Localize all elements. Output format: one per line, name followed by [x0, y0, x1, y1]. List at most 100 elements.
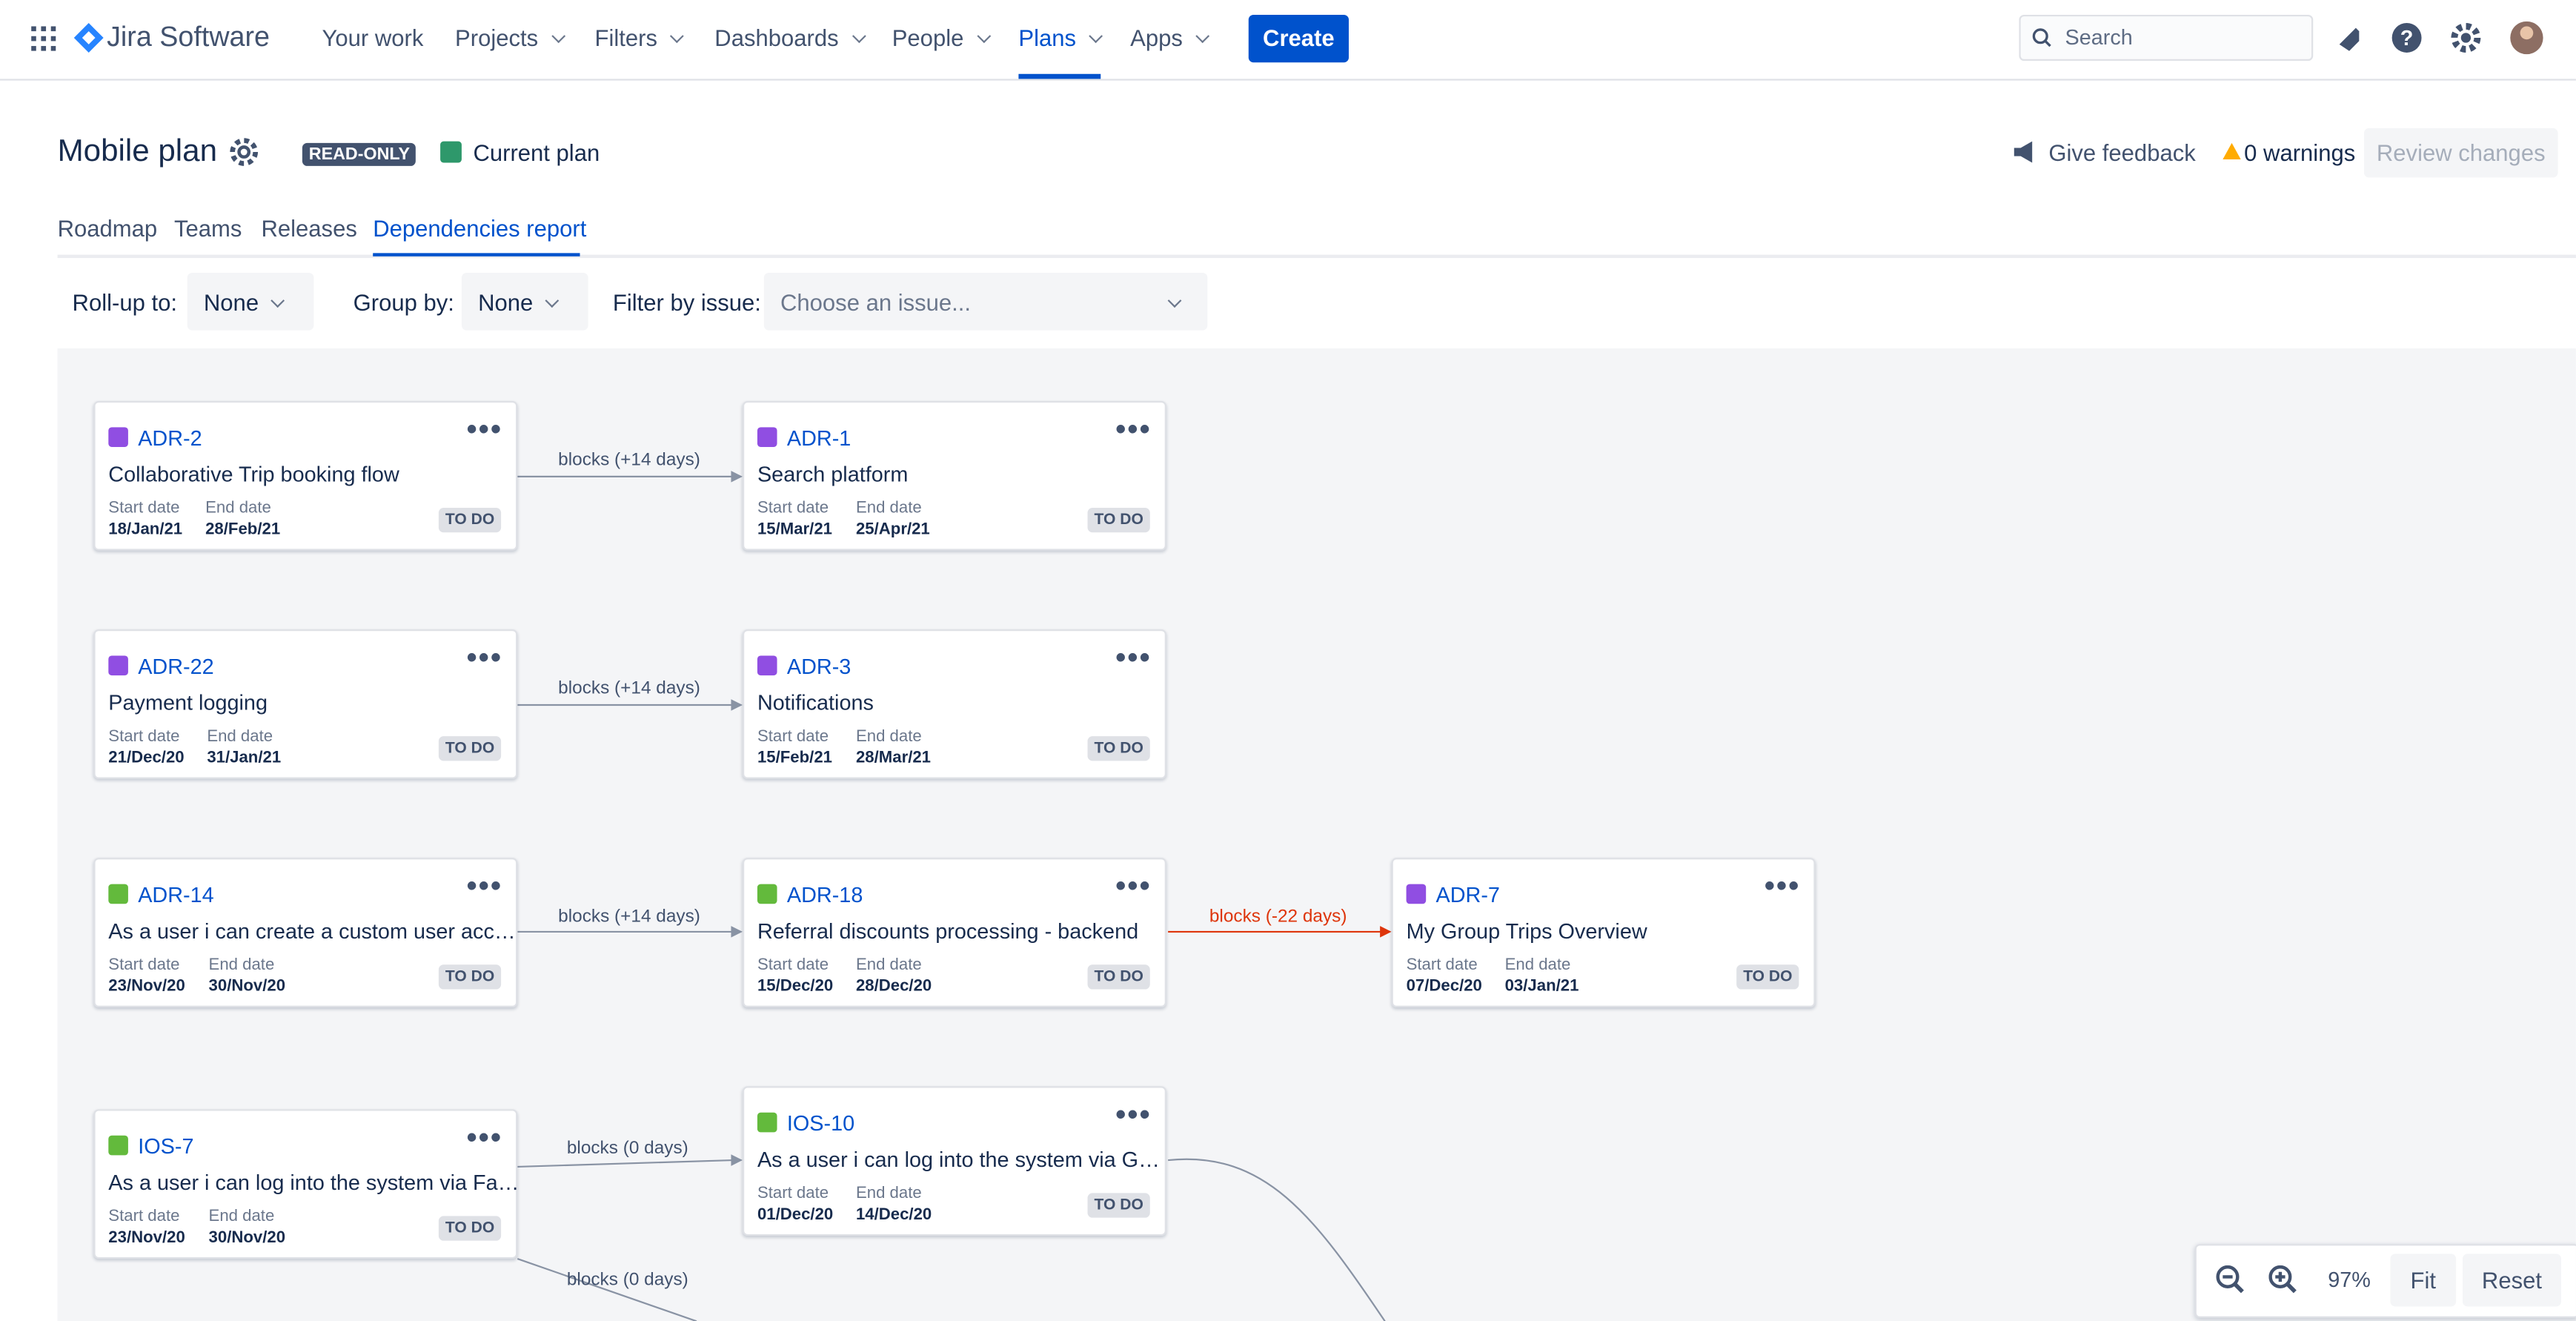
issue-summary: Referral discounts processing - backend [757, 918, 1139, 944]
end-label: End date [855, 956, 922, 975]
issue-card[interactable]: IOS-7 ••• As a user i can log into the sys… [93, 1109, 519, 1259]
end-date: 28/Feb/21 [205, 520, 281, 540]
status-lozenge: TO DO [439, 1216, 502, 1241]
issue-key[interactable]: ADR-1 [786, 426, 852, 451]
issue-type-icon [108, 1135, 128, 1156]
give-feedback[interactable]: Give feedback [2048, 139, 2196, 166]
more-actions[interactable]: ••• [1115, 640, 1152, 674]
more-actions[interactable]: ••• [1764, 869, 1801, 903]
more-actions[interactable]: ••• [1115, 869, 1152, 903]
start-label: Start date [108, 1208, 180, 1226]
reset-button[interactable]: Reset [2462, 1254, 2561, 1307]
issue-summary: Notifications [757, 690, 874, 715]
issue-summary: As a user i can create a custom user acc… [108, 918, 516, 944]
end-date: 30/Nov/20 [208, 977, 286, 996]
issue-summary: As a user i can log into the system via … [108, 1170, 519, 1195]
start-label: Start date [1406, 956, 1478, 975]
jira-logo [73, 23, 104, 53]
plan-scenario[interactable]: Current plan [473, 139, 600, 166]
issue-key[interactable]: IOS-10 [786, 1110, 855, 1136]
zoom-out[interactable] [2216, 1265, 2245, 1295]
nav-item[interactable]: Dashboards [714, 24, 863, 50]
more-actions[interactable]: ••• [1115, 412, 1152, 446]
issue-card[interactable]: ADR-3 ••• Notifications Start date 15/Feb/21… [742, 629, 1166, 779]
issue-type-icon [108, 427, 128, 447]
issue-card[interactable]: ADR-18 ••• Referral discounts processing -… [742, 858, 1166, 1007]
review-changes[interactable]: Review changes [2363, 128, 2558, 178]
plan-title: Mobile plan [57, 134, 217, 170]
nav-icons[interactable]: ? [2333, 21, 2546, 58]
issue-select[interactable]: Choose an issue... [763, 272, 1208, 331]
edge-arrow [731, 926, 743, 938]
tab[interactable]: Roadmap [57, 215, 158, 242]
app-switcher[interactable] [31, 26, 56, 51]
active-indicator [1018, 73, 1101, 79]
issue-summary: My Group Trips Overview [1406, 918, 1647, 944]
nav-item[interactable]: Apps [1130, 24, 1207, 50]
zoom-controls: 97% Fit Reset [2194, 1244, 2576, 1318]
end-label: End date [208, 1208, 275, 1226]
create-button[interactable]: Create [1248, 14, 1349, 63]
issue-key[interactable]: IOS-7 [138, 1133, 194, 1159]
issue-card[interactable]: ADR-1 ••• Search platform Start date 15/Mar/… [742, 400, 1166, 551]
product-name[interactable]: Jira Software [107, 21, 270, 53]
more-actions[interactable]: ••• [466, 1120, 503, 1154]
issue-type-icon [757, 1112, 777, 1133]
issue-key[interactable]: ADR-18 [786, 882, 863, 907]
nav-item[interactable]: Your work [322, 24, 424, 51]
issue-label: Filter by issue: [612, 289, 761, 316]
more-actions[interactable]: ••• [466, 869, 503, 903]
issue-key[interactable]: ADR-2 [138, 426, 202, 451]
issue-type-icon [757, 884, 777, 904]
edge-line [517, 1258, 697, 1321]
tab[interactable]: Dependencies report [373, 215, 587, 242]
group-select[interactable]: None [461, 272, 588, 331]
issue-key[interactable]: ADR-7 [1435, 882, 1500, 907]
active-tab-indicator [373, 253, 580, 256]
start-date: 07/Dec/20 [1406, 977, 1482, 996]
issue-card[interactable]: ADR-22 ••• Payment logging Start date 21/Dec… [93, 629, 518, 779]
status-lozenge: TO DO [439, 507, 502, 533]
edge-label: blocks (0 days) [567, 1270, 688, 1290]
search-box[interactable]: Search [2019, 14, 2314, 62]
more-actions[interactable]: ••• [1115, 1097, 1152, 1131]
issue-key[interactable]: ADR-14 [138, 882, 214, 907]
issue-card[interactable]: IOS-10 ••• As a user i can log into the sy… [742, 1086, 1166, 1236]
start-date: 18/Jan/21 [108, 520, 183, 540]
warnings[interactable]: 0 warnings [2244, 139, 2356, 166]
issue-card[interactable]: ADR-7 ••• My Group Trips Overview Start dat… [1391, 858, 1816, 1007]
feedback-icon [2014, 141, 2033, 163]
zoom-in[interactable] [2268, 1265, 2298, 1295]
nav-item[interactable]: Projects [455, 24, 562, 50]
svg-text:?: ? [2400, 27, 2414, 50]
nav-item[interactable]: Filters [594, 24, 682, 50]
end-date: 28/Dec/20 [855, 977, 932, 996]
end-date: 31/Jan/21 [207, 749, 282, 768]
issue-summary: Collaborative Trip booking flow [108, 461, 399, 487]
issue-key[interactable]: ADR-22 [138, 654, 214, 679]
nav-item[interactable]: Plans [1018, 24, 1101, 50]
read-only-badge: READ-ONLY [302, 142, 416, 166]
rollup-select[interactable]: None [187, 272, 314, 331]
status-lozenge: TO DO [439, 964, 502, 990]
plan-settings[interactable] [228, 136, 259, 168]
plan-color [440, 141, 462, 163]
issue-card[interactable]: ADR-2 ••• Collaborative Trip booking flow S… [93, 400, 518, 551]
fit-button[interactable]: Fit [2390, 1254, 2457, 1307]
end-label: End date [205, 499, 271, 518]
end-label: End date [207, 728, 273, 746]
more-actions[interactable]: ••• [466, 640, 503, 674]
warning-icon [2223, 142, 2241, 160]
issue-card[interactable]: ADR-14 ••• As a user i can create a custom… [93, 858, 518, 1007]
start-date: 01/Dec/20 [757, 1206, 834, 1225]
tab[interactable]: Releases [261, 215, 357, 242]
more-actions[interactable]: ••• [466, 412, 503, 446]
issue-key[interactable]: ADR-3 [786, 654, 852, 679]
tab[interactable]: Teams [173, 215, 242, 242]
group-label: Group by: [353, 289, 454, 316]
search-placeholder: Search [2065, 24, 2133, 50]
end-label: End date [208, 956, 275, 975]
nav-item[interactable]: People [892, 24, 989, 50]
